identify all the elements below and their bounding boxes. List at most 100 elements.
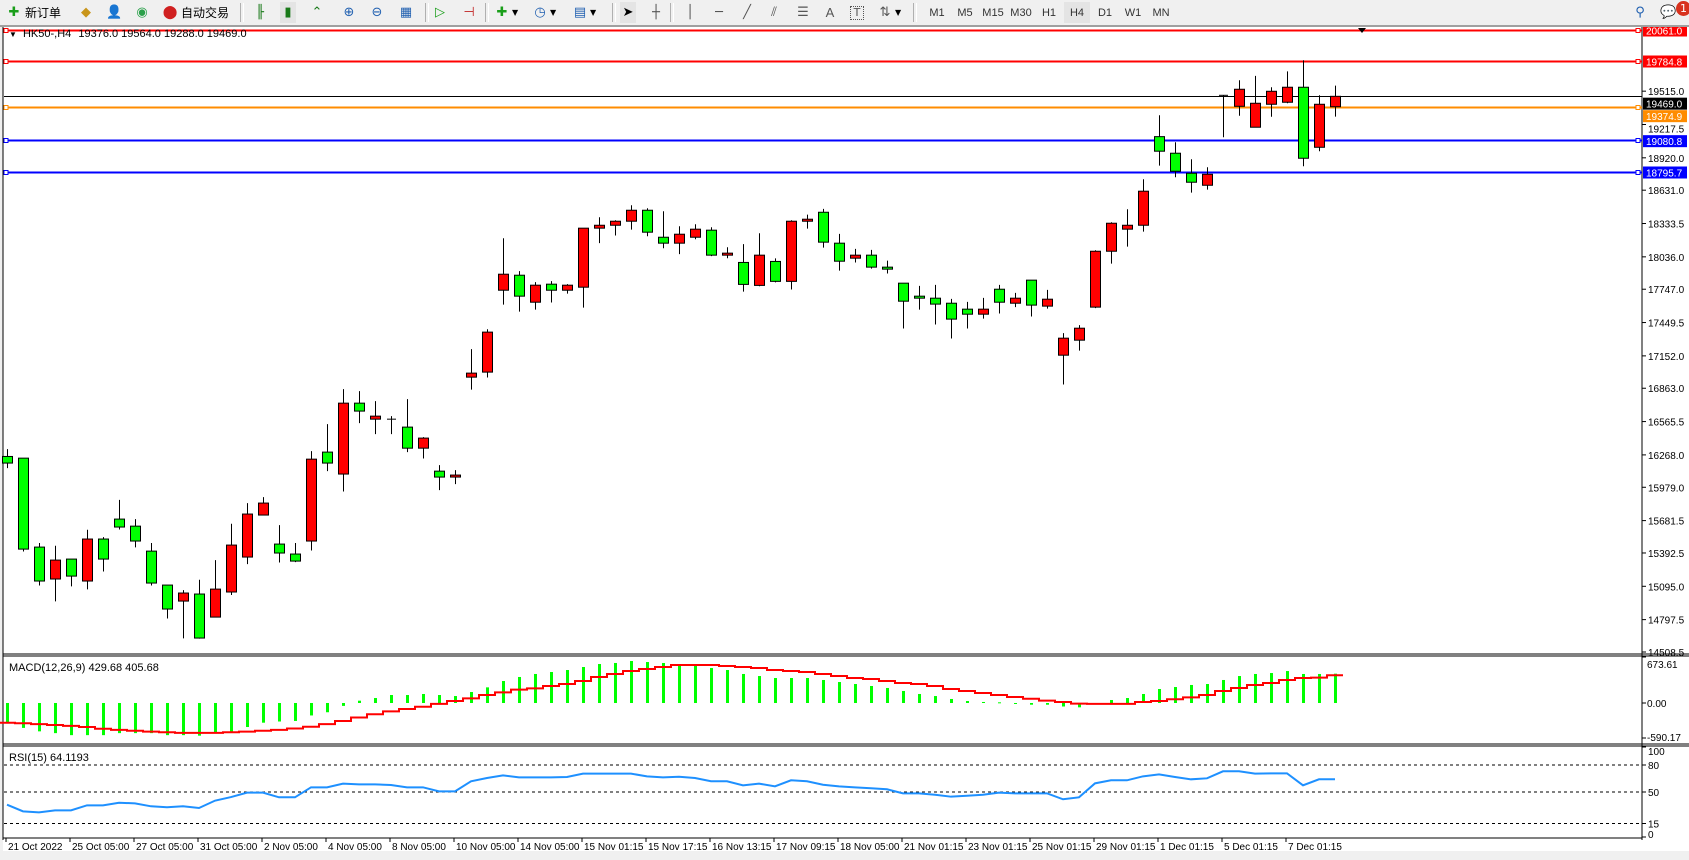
- candle: [418, 437, 429, 459]
- macd-histogram-bar: [422, 693, 425, 703]
- auto-trading-button[interactable]: ⬤ 自动交易: [162, 2, 229, 23]
- zoom-in-button[interactable]: ⊕: [341, 2, 357, 23]
- signal-button[interactable]: ◉: [134, 2, 150, 23]
- people-icon: 👤: [106, 4, 123, 20]
- candle-body: [770, 260, 781, 282]
- timeframe-m5[interactable]: M5: [957, 6, 973, 19]
- template-button[interactable]: ▤ ▼: [572, 2, 596, 23]
- macd-histogram-bar: [150, 703, 153, 734]
- line-handle[interactable]: [1635, 59, 1641, 64]
- auto-trading-label: 自动交易: [181, 6, 230, 20]
- horizontal-line-button[interactable]: ─: [711, 2, 727, 23]
- cursor-button[interactable]: ➤: [620, 2, 636, 23]
- candle: [178, 590, 189, 639]
- candle-body: [450, 474, 461, 478]
- chat-button[interactable]: 💬: [1660, 2, 1676, 23]
- new-chart-button[interactable]: ✚ ▼: [494, 2, 519, 23]
- new-order-button[interactable]: ✚ 新订单: [6, 2, 61, 23]
- macd-histogram-bar: [38, 703, 41, 732]
- candle: [578, 227, 589, 308]
- macd-histogram-bar: [246, 703, 249, 728]
- timeframe-h1[interactable]: H1: [1041, 6, 1057, 19]
- candle: [1202, 167, 1213, 190]
- crosshair-button[interactable]: ┼: [648, 2, 664, 23]
- candle-body: [210, 588, 221, 618]
- candlestick-button[interactable]: ▮: [280, 2, 296, 23]
- line-handle[interactable]: [3, 170, 9, 175]
- price-tick-label: 16565.5: [1648, 418, 1685, 429]
- timeframe-w1[interactable]: W1: [1124, 6, 1142, 19]
- time-axis-label: 29 Nov 01:15: [1096, 842, 1156, 853]
- candle: [498, 238, 509, 305]
- macd-histogram-bar: [454, 696, 457, 703]
- candle-body: [514, 274, 525, 297]
- macd-histogram-bar: [1030, 703, 1033, 705]
- line-handle[interactable]: [3, 28, 9, 33]
- candle-body: [722, 252, 733, 256]
- price-tick-label: 18333.5: [1648, 220, 1685, 231]
- timeframe-m30[interactable]: M30: [1010, 6, 1032, 19]
- macd-histogram-bar: [294, 703, 297, 721]
- auto-scroll-button[interactable]: ▷: [432, 2, 448, 23]
- equidistant-channel-icon: ⫽: [771, 4, 777, 20]
- rsi-axis-label: 15: [1648, 820, 1660, 831]
- macd-histogram-bar: [1014, 703, 1017, 704]
- line-handle[interactable]: [1635, 105, 1641, 110]
- fibonacci-button[interactable]: ☰: [795, 2, 811, 23]
- chat-icon: 💬: [1660, 4, 1677, 20]
- zoom-out-button[interactable]: ⊖: [369, 2, 385, 23]
- macd-histogram-bar: [886, 687, 889, 703]
- line-handle[interactable]: [1635, 138, 1641, 143]
- macd-histogram-bar: [742, 673, 745, 703]
- price-level-badge: [1643, 55, 1687, 68]
- candle-body: [1186, 172, 1197, 183]
- line-handle[interactable]: [3, 105, 9, 110]
- macd-histogram-bar: [102, 703, 105, 736]
- line-handle[interactable]: [1635, 170, 1641, 175]
- timeframe-h4[interactable]: H4: [1064, 2, 1090, 23]
- line-handle[interactable]: [3, 59, 9, 64]
- timeframe-m15[interactable]: M15: [982, 6, 1004, 19]
- macd-histogram-bar: [198, 703, 201, 736]
- candle: [130, 519, 141, 548]
- trend-line-button[interactable]: ╱: [739, 2, 755, 23]
- macd-axis-label: 0.00: [1647, 699, 1667, 710]
- candle: [1314, 95, 1325, 152]
- arrows-button[interactable]: ⇅ ▼: [877, 2, 902, 23]
- timeframe-m1[interactable]: M1: [929, 6, 945, 19]
- gold-button[interactable]: ◆: [78, 2, 94, 23]
- text-button[interactable]: A: [822, 2, 838, 23]
- timeframe-mn[interactable]: MN: [1152, 6, 1170, 19]
- collapse-triangle-icon[interactable]: ▼: [9, 30, 17, 39]
- candle-body: [578, 227, 589, 288]
- macd-histogram-bar: [806, 678, 809, 703]
- periodicity-button[interactable]: ◷ ▼: [532, 2, 556, 23]
- candle: [402, 399, 413, 453]
- rsi-axis-label: 0: [1648, 830, 1654, 841]
- line-handle[interactable]: [3, 138, 9, 143]
- macd-histogram-bar: [1238, 676, 1241, 703]
- chart-shift-button[interactable]: ⊣: [461, 2, 477, 23]
- tile-windows-button[interactable]: ▦: [398, 2, 414, 23]
- text-label-button[interactable]: T: [850, 2, 864, 23]
- text-label-icon: T: [850, 5, 864, 20]
- people-button[interactable]: 👤: [106, 2, 122, 23]
- bar-chart-button[interactable]: ╟: [252, 2, 268, 23]
- price-level-label: 18795.7: [1646, 169, 1683, 180]
- candle-body: [962, 308, 973, 315]
- line-handle[interactable]: [1635, 28, 1641, 33]
- search-icon: ⚲: [1635, 4, 1645, 20]
- candle: [434, 465, 445, 491]
- search-button[interactable]: ⚲: [1632, 2, 1648, 23]
- candle: [322, 424, 333, 472]
- line-chart-button[interactable]: ⌃: [309, 2, 325, 23]
- time-axis-label: 7 Dec 01:15: [1288, 842, 1342, 853]
- time-axis-label: 23 Nov 01:15: [968, 842, 1028, 853]
- chart-shift-marker-icon[interactable]: [1358, 28, 1366, 33]
- vertical-line-button[interactable]: │: [682, 2, 698, 23]
- equidistant-channel-button[interactable]: ⫽: [766, 2, 782, 23]
- zoom-out-icon: ⊖: [371, 4, 383, 20]
- timeframe-d1[interactable]: D1: [1097, 6, 1113, 19]
- time-axis-label: 17 Nov 09:15: [776, 842, 836, 853]
